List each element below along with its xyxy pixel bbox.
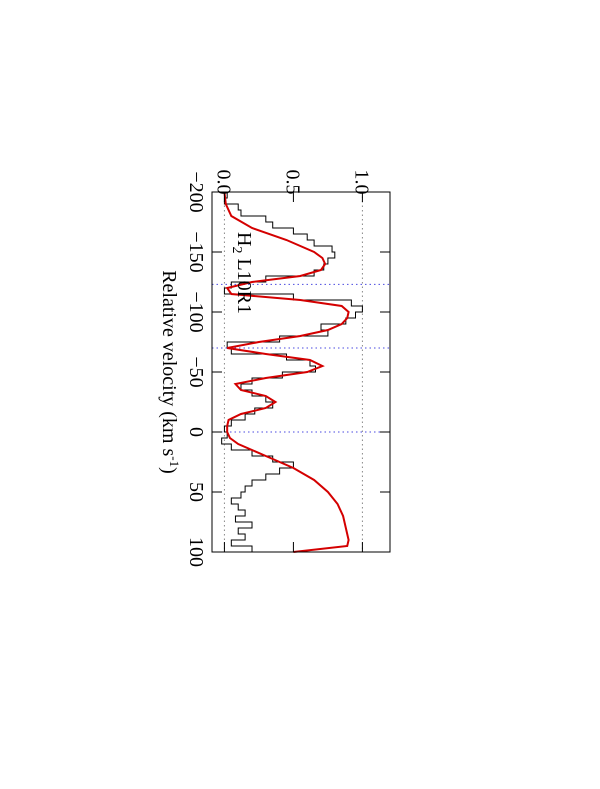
x-tick-label: 0 — [185, 427, 207, 437]
annotation-rest: L10R1 — [233, 258, 255, 314]
model-line — [223, 191, 350, 553]
data-histogram — [221, 192, 363, 552]
x-tick-label: −100 — [185, 291, 207, 332]
x-axis-label-sup: -1 — [167, 456, 182, 467]
y-tick-label: 0.5 — [281, 170, 303, 195]
y-tick-label: 0.0 — [212, 170, 234, 195]
x-axis-label-main: Relative velocity (km s — [158, 270, 180, 456]
x-axis-label-end: ) — [158, 467, 180, 474]
x-axis-label: Relative velocity (km s-1) — [158, 270, 182, 474]
x-tick-label: −50 — [185, 356, 207, 387]
x-tick-label: −150 — [185, 231, 207, 272]
annotation: H2 L10R1 — [229, 232, 255, 314]
annotation-sub: 2 — [229, 246, 244, 253]
x-tick-label: −200 — [185, 171, 207, 212]
annotation-main: H — [233, 232, 255, 246]
x-tick-label: 100 — [185, 537, 207, 567]
y-tick-label: 1.0 — [350, 170, 372, 195]
x-tick-label: 50 — [185, 482, 207, 502]
